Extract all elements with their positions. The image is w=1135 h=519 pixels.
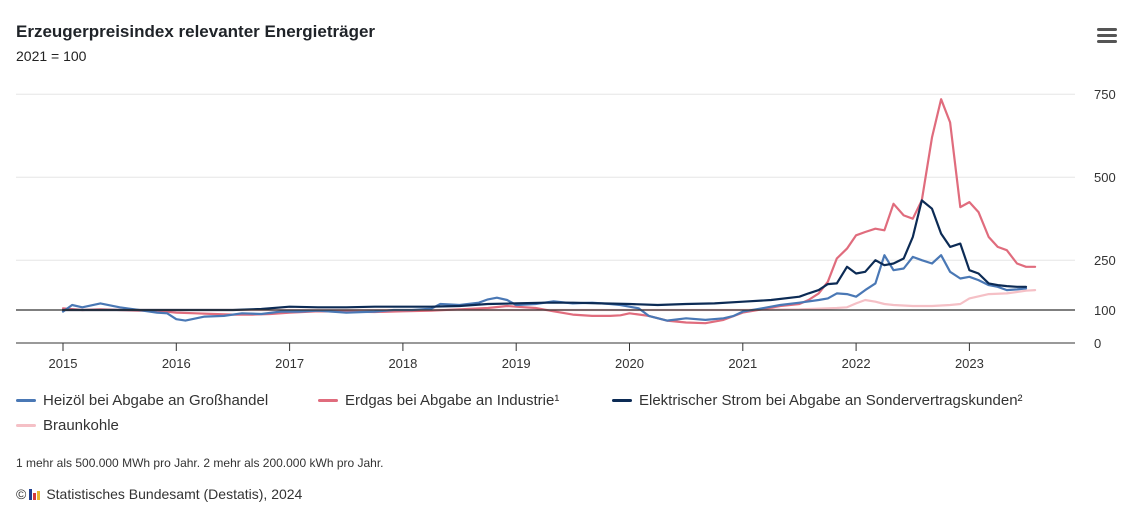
x-tick-label: 2016 bbox=[162, 356, 191, 371]
legend-item-2[interactable]: Elektrischer Strom bei Abgabe an Sonderv… bbox=[612, 392, 1023, 409]
legend-swatch bbox=[16, 424, 36, 427]
y-tick-label: 250 bbox=[1094, 253, 1116, 268]
credits-text: Statistisches Bundesamt (Destatis), 2024 bbox=[46, 486, 303, 502]
credits[interactable]: © Statistisches Bundesamt (Destatis), 20… bbox=[16, 486, 302, 502]
legend-item-1[interactable]: Erdgas bei Abgabe an Industrie¹ bbox=[318, 392, 559, 409]
x-tick-label: 2019 bbox=[502, 356, 531, 371]
legend-label: Braunkohle bbox=[43, 417, 119, 434]
logo-bar bbox=[33, 492, 37, 500]
footnote: 1 mehr als 500.000 MWh pro Jahr. 2 mehr … bbox=[16, 456, 384, 470]
legend-item-3[interactable]: Braunkohle bbox=[16, 417, 119, 434]
destatis-logo-icon bbox=[29, 488, 41, 500]
x-tick-label: 2022 bbox=[842, 356, 871, 371]
legend-label: Erdgas bei Abgabe an Industrie¹ bbox=[345, 392, 560, 409]
legend-label: Heizöl bei Abgabe an Großhandel bbox=[43, 392, 269, 409]
copyright-symbol: © bbox=[16, 486, 27, 502]
line-chart: 0 100 250 500 750 2015 2016 2017 2018 2019 2020 202… bbox=[16, 87, 1116, 371]
series-line-0[interactable] bbox=[61, 254, 1028, 322]
y-tick-label: 0 bbox=[1094, 336, 1101, 351]
legend-swatch bbox=[16, 399, 36, 402]
y-tick-label: 750 bbox=[1094, 87, 1116, 102]
series-line-3[interactable] bbox=[61, 289, 1037, 312]
chart-title: Erzeugerpreisindex relevanter Energieträ… bbox=[16, 22, 376, 41]
hamburger-menu-icon[interactable] bbox=[1094, 22, 1122, 50]
x-tick-label: 2015 bbox=[49, 356, 78, 371]
logo-bar bbox=[37, 490, 41, 500]
x-tick-label: 2018 bbox=[388, 356, 417, 371]
chart-subtitle: 2021 = 100 bbox=[16, 48, 87, 64]
legend-item-0[interactable]: Heizöl bei Abgabe an Großhandel bbox=[16, 392, 268, 409]
legend-swatch bbox=[612, 399, 632, 402]
series-line-1[interactable] bbox=[61, 98, 1037, 325]
y-tick-label: 500 bbox=[1094, 170, 1116, 185]
x-tick-label: 2020 bbox=[615, 356, 644, 371]
legend-swatch bbox=[318, 399, 338, 402]
logo-bar bbox=[29, 488, 33, 500]
legend-label: Elektrischer Strom bei Abgabe an Sonderv… bbox=[639, 392, 1023, 409]
y-tick-label: 100 bbox=[1094, 303, 1116, 318]
x-tick-label: 2021 bbox=[728, 356, 757, 371]
x-tick-label: 2017 bbox=[275, 356, 304, 371]
series-line-2[interactable] bbox=[61, 199, 1028, 312]
x-tick-label: 2023 bbox=[955, 356, 984, 371]
